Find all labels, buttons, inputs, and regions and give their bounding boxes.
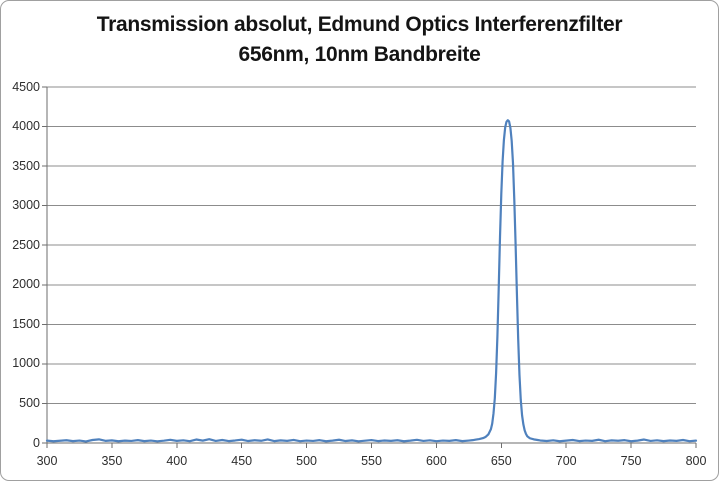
plot-area (42, 86, 698, 448)
y-axis-tick-label-1500: 1500 (12, 316, 40, 331)
y-axis-tick-label-2500: 2500 (12, 237, 40, 252)
x-axis-tick-label-550: 550 (361, 454, 382, 468)
x-axis-tick-label-650: 650 (490, 454, 512, 468)
y-axis-tick-label-4000: 4000 (12, 119, 40, 134)
y-axis-tick-label-2000: 2000 (12, 277, 40, 292)
transmission-line-chart (42, 86, 698, 448)
y-axis-tick-label-1000: 1000 (12, 356, 40, 371)
x-axis-tick-label-400: 400 (166, 454, 188, 468)
chart-title: Transmission absolut, Edmund Optics Inte… (1, 10, 718, 70)
y-axis-tick-label-4500: 4500 (12, 79, 40, 94)
chart-title-line1: Transmission absolut, Edmund Optics Inte… (96, 13, 623, 36)
y-axis-tick-label-3500: 3500 (12, 158, 40, 173)
x-axis-tick-label-450: 450 (231, 454, 253, 468)
x-axis-tick-label-300: 300 (36, 454, 58, 468)
chart-title-line2: 656nm, 10nm Bandbreite (238, 43, 481, 66)
x-axis-tick-label-500: 500 (296, 454, 318, 468)
x-axis-tick-label-750: 750 (620, 454, 642, 468)
y-axis-tick-label-500: 500 (19, 395, 40, 410)
x-axis-tick-label-700: 700 (555, 454, 577, 468)
y-axis-tick-label-0: 0 (33, 435, 40, 450)
x-axis-tick-label-350: 350 (101, 454, 123, 468)
x-axis-tick-label-600: 600 (425, 454, 447, 468)
y-axis-tick-label-3000: 3000 (12, 198, 40, 213)
x-axis-tick-label-800: 800 (685, 454, 707, 468)
series-transmission-line (45, 119, 698, 443)
